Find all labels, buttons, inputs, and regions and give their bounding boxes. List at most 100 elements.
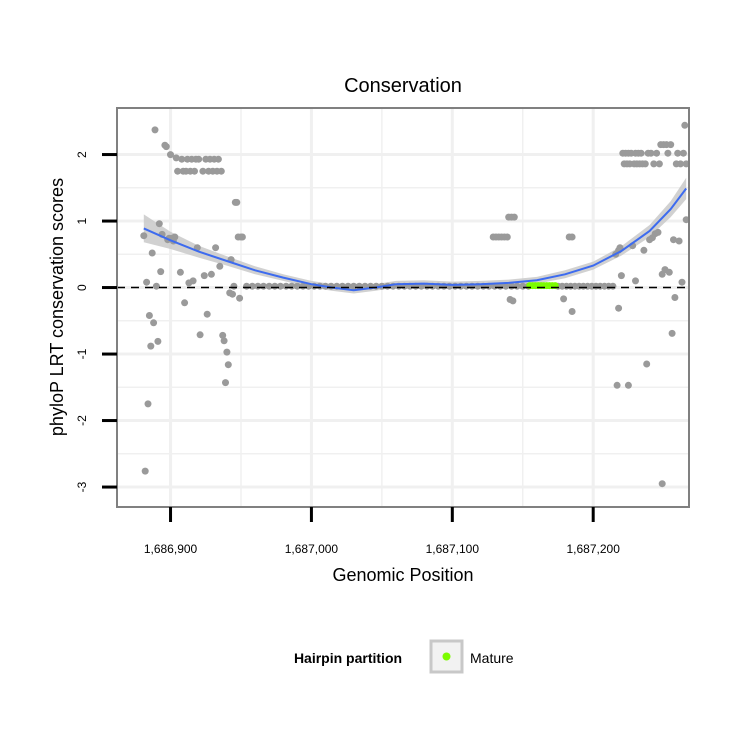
data-point (637, 149, 645, 157)
grid (117, 108, 689, 507)
data-point (560, 295, 568, 303)
smooth-line (143, 187, 687, 292)
data-point (199, 167, 207, 175)
y-tick-label: -3 (75, 481, 89, 492)
data-point (203, 310, 211, 318)
data-point (141, 467, 149, 475)
data-point (650, 160, 658, 168)
data-point (647, 149, 655, 157)
data-point (510, 213, 518, 221)
data-point (220, 337, 228, 345)
data-point (157, 268, 165, 276)
data-point (568, 308, 576, 315)
data-point (678, 278, 686, 286)
data-point (682, 160, 690, 168)
data-point (664, 149, 672, 157)
data-point (171, 233, 179, 241)
data-point (178, 155, 186, 163)
data-point (144, 400, 152, 408)
data-point (162, 143, 170, 151)
data-point (641, 160, 649, 168)
data-point (229, 290, 236, 298)
data-point (174, 167, 182, 175)
data-point (145, 312, 153, 319)
y-tick-label: 0 (75, 284, 89, 291)
data-point (640, 246, 648, 254)
data-point (233, 198, 241, 206)
data-point (609, 282, 617, 290)
data-point (219, 331, 227, 339)
data-point (653, 149, 661, 157)
data-point (196, 331, 204, 339)
data-point (176, 268, 184, 276)
data-point (236, 294, 244, 302)
data-point (151, 126, 159, 134)
data-point (670, 236, 677, 244)
data-point (212, 244, 220, 252)
data-point (191, 167, 198, 175)
data-point (624, 381, 632, 389)
data-point (671, 294, 679, 301)
data-point (668, 329, 676, 337)
y-axis: -3 -2 -1 0 1 2 (75, 151, 117, 492)
x-axis-label: Genomic Position (332, 565, 473, 585)
data-point (147, 342, 155, 350)
x-tick-label: 1,687,100 (426, 542, 480, 556)
chart-title: Conservation (344, 75, 462, 97)
data-point (140, 232, 148, 240)
data-point (632, 277, 639, 285)
data-point (216, 262, 224, 270)
x-tick-label: 1,687,000 (285, 542, 339, 556)
data-point (195, 155, 203, 163)
data-point (682, 216, 690, 224)
plot-border (116, 107, 690, 508)
data-point (224, 361, 232, 369)
x-tick-label: 1,687,200 (567, 542, 621, 556)
data-point (154, 337, 162, 345)
data-point (230, 282, 238, 290)
data-point (658, 480, 666, 488)
data-point (143, 278, 151, 286)
data-point (181, 299, 189, 307)
smooth-line-layer (143, 187, 687, 292)
data-point (223, 348, 231, 356)
legend-key-mature-marker (442, 652, 451, 661)
data-point (217, 167, 225, 175)
data-point (200, 272, 208, 280)
data-point (222, 379, 229, 387)
data-point (155, 220, 163, 228)
legend: Hairpin partition Mature (294, 639, 514, 674)
legend-title: Hairpin partition (294, 650, 402, 666)
data-point (167, 151, 174, 159)
data-point (214, 155, 222, 163)
data-point (617, 272, 625, 280)
data-point (189, 277, 197, 285)
y-tick-label: -1 (75, 348, 89, 359)
data-point (207, 270, 215, 278)
data-point (172, 154, 180, 162)
legend-key-box (429, 639, 464, 674)
data-point (674, 149, 682, 157)
x-tick-label: 1,686,900 (144, 542, 198, 556)
data-point (667, 141, 675, 149)
data-point (675, 237, 683, 245)
data-point (655, 160, 663, 168)
y-axis-label: phyloP LRT conservation scores (47, 178, 67, 436)
data-point (502, 282, 510, 290)
data-point (265, 282, 273, 290)
x-axis: 1,686,900 1,687,000 1,687,100 1,687,200 (144, 507, 620, 556)
y-tick-label: 1 (75, 217, 89, 224)
y-tick-label: 2 (75, 151, 89, 158)
data-point (681, 121, 689, 129)
data-point (152, 282, 160, 290)
data-point (616, 244, 624, 252)
data-point (679, 149, 687, 157)
y-tick-label: -2 (75, 415, 89, 426)
data-point (150, 319, 158, 327)
legend-label-mature: Mature (470, 650, 514, 666)
data-point (615, 304, 623, 312)
data-point (643, 360, 651, 368)
data-point (654, 228, 662, 236)
data-point (677, 160, 684, 168)
